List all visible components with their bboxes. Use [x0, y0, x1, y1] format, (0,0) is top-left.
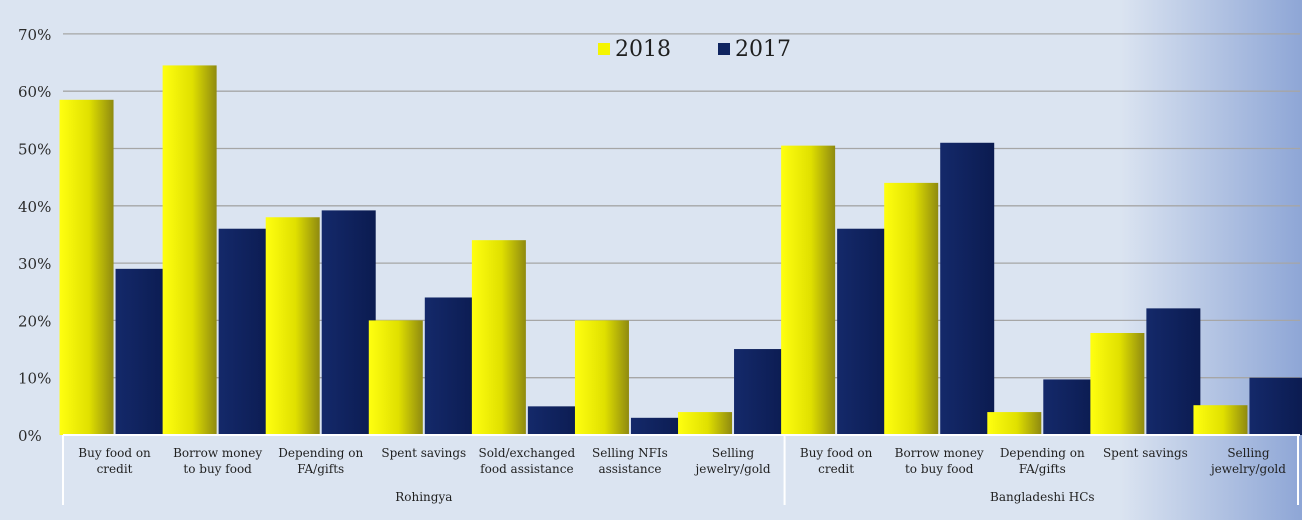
bar-2017	[321, 210, 376, 435]
category-label: assistance	[598, 462, 661, 476]
bar-2018	[368, 320, 423, 435]
bar-2017	[424, 297, 479, 435]
category-label: Borrow money	[173, 446, 262, 460]
category-label: jewelry/gold	[694, 462, 771, 476]
legend-swatch	[718, 43, 730, 55]
category-label: Spent savings	[1103, 446, 1188, 460]
legend-label: 2017	[735, 37, 791, 62]
bar-2017	[1146, 308, 1201, 435]
y-tick-label: 40%	[18, 198, 51, 216]
bar-2018	[884, 182, 939, 435]
category-label: Selling	[1227, 446, 1270, 460]
group-label: Rohingya	[395, 490, 452, 504]
category-label: to buy food	[905, 462, 974, 476]
y-tick-label: 0%	[18, 427, 42, 445]
bar-2017	[734, 349, 789, 435]
bar-2017	[527, 406, 582, 435]
bar-2017	[115, 268, 170, 435]
bar-2017	[630, 417, 685, 435]
bar-2018	[987, 412, 1042, 435]
category-label: FA/gifts	[1019, 462, 1066, 476]
category-label: credit	[818, 462, 854, 476]
category-label: Buy food on	[78, 446, 151, 460]
bar-2018	[471, 240, 526, 435]
category-label: Borrow money	[895, 446, 984, 460]
category-label: Depending on	[278, 446, 363, 460]
category-label: food assistance	[480, 462, 573, 476]
category-label: Spent savings	[381, 446, 466, 460]
category-label: Depending on	[1000, 446, 1085, 460]
group-label: Bangladeshi HCs	[990, 490, 1095, 504]
y-tick-label: 50%	[18, 141, 51, 159]
bar-2018	[781, 145, 836, 435]
bar-2018	[574, 320, 629, 435]
category-label: to buy food	[183, 462, 252, 476]
category-label: Buy food on	[800, 446, 873, 460]
bar-2018	[1193, 405, 1248, 435]
legend: 2018 2017	[598, 37, 791, 62]
y-tick-label: 30%	[18, 255, 51, 273]
bar-2017	[218, 228, 273, 435]
bar-2017	[940, 142, 995, 435]
bar-2017	[1043, 379, 1098, 435]
bars	[59, 65, 1302, 436]
bar-2018	[678, 412, 733, 435]
bar-2018	[162, 65, 217, 435]
bar-2018	[265, 217, 320, 435]
category-label: Selling NFIs	[592, 446, 668, 460]
category-label: jewelry/gold	[1209, 462, 1286, 476]
y-tick-label: 60%	[18, 83, 51, 101]
category-label: credit	[97, 462, 133, 476]
y-tick-label: 70%	[18, 26, 51, 44]
bar-2017	[1249, 377, 1302, 435]
y-tick-label: 20%	[18, 312, 51, 330]
bar-2018	[1090, 333, 1145, 435]
legend-label: 2018	[615, 37, 671, 62]
bar-2017	[837, 228, 892, 435]
category-label: FA/gifts	[297, 462, 344, 476]
x-axis: Buy food on credit Borrow money to buy food…	[62, 434, 1300, 505]
category-label: Selling	[712, 446, 755, 460]
legend-swatch	[598, 43, 610, 55]
bar-2018	[59, 99, 114, 436]
y-tick-label: 10%	[18, 370, 51, 388]
y-axis: 0% 10% 20% 30% 40% 50% 60% 70%	[18, 26, 51, 445]
category-label: Sold/exchanged	[479, 446, 576, 460]
